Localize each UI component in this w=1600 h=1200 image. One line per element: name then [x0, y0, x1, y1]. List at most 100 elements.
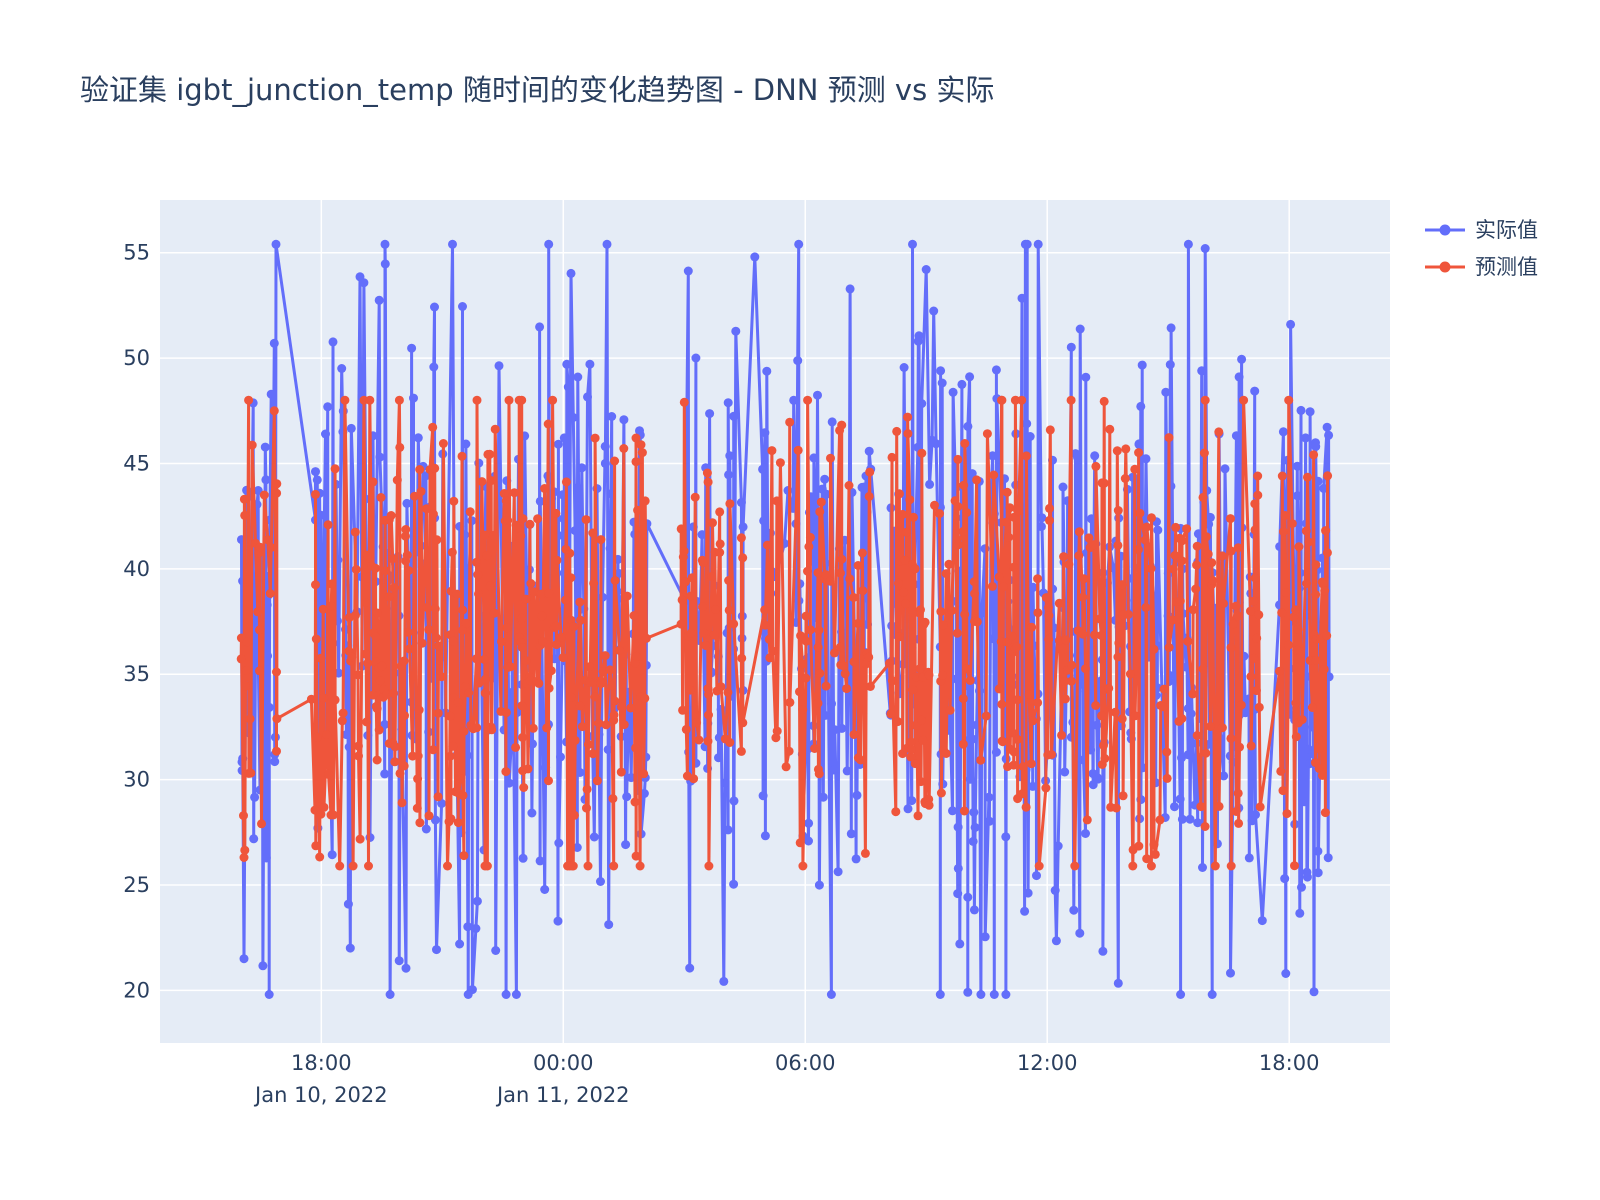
- data-point: [952, 674, 961, 684]
- data-point: [576, 615, 585, 625]
- data-point: [544, 776, 553, 786]
- data-point: [729, 411, 739, 421]
- data-point: [562, 359, 572, 369]
- data-point: [724, 470, 734, 480]
- data-point: [639, 789, 649, 798]
- data-point: [918, 735, 928, 745]
- legend-item[interactable]: 实际值: [1425, 218, 1538, 242]
- data-point: [1188, 689, 1198, 699]
- data-point: [607, 412, 617, 421]
- data-point: [605, 665, 615, 675]
- data-point: [723, 825, 733, 835]
- data-point: [609, 861, 619, 871]
- data-point: [935, 509, 944, 519]
- data-point: [1210, 861, 1220, 871]
- data-point: [602, 239, 612, 249]
- data-point: [905, 495, 915, 505]
- data-point: [681, 724, 691, 734]
- data-point: [969, 905, 979, 915]
- data-point: [830, 725, 840, 735]
- data-point: [1075, 324, 1085, 334]
- data-point: [704, 861, 714, 871]
- data-point: [1012, 642, 1022, 652]
- data-point: [324, 769, 333, 779]
- data-point: [1249, 653, 1259, 663]
- data-point: [585, 677, 595, 687]
- data-point: [380, 239, 390, 249]
- data-point: [988, 451, 998, 461]
- data-point: [535, 322, 545, 332]
- data-point: [844, 481, 854, 490]
- data-point: [1010, 395, 1020, 405]
- data-point: [892, 426, 902, 436]
- data-point: [263, 651, 273, 661]
- data-point: [1177, 814, 1187, 824]
- data-point: [347, 652, 357, 662]
- data-point: [853, 619, 863, 628]
- data-point: [980, 932, 990, 942]
- data-point: [705, 409, 715, 419]
- data-point: [1201, 532, 1211, 542]
- data-point: [255, 542, 265, 552]
- data-point: [856, 755, 866, 765]
- data-point: [1311, 590, 1321, 600]
- data-point: [535, 496, 545, 506]
- x-tick-sublabel: Jan 11, 2022: [495, 1083, 630, 1107]
- data-point: [821, 681, 831, 691]
- data-point: [434, 641, 443, 651]
- data-point: [1081, 664, 1090, 674]
- data-point: [637, 448, 647, 458]
- data-point: [258, 961, 268, 971]
- data-point: [1073, 452, 1082, 462]
- data-point: [1193, 818, 1203, 828]
- data-point: [772, 726, 782, 736]
- data-point: [629, 611, 639, 621]
- data-point: [857, 548, 867, 558]
- data-point: [487, 725, 497, 735]
- data-point: [583, 739, 593, 749]
- data-point: [929, 306, 939, 316]
- data-point: [1321, 526, 1331, 536]
- data-point: [991, 365, 1001, 375]
- data-point: [1002, 487, 1012, 497]
- data-point: [1314, 764, 1324, 773]
- data-point: [266, 389, 276, 399]
- data-point: [400, 711, 409, 721]
- data-point: [517, 643, 527, 652]
- data-point: [1159, 684, 1169, 694]
- data-point: [540, 484, 550, 493]
- data-point: [958, 694, 968, 704]
- data-point: [772, 496, 782, 506]
- data-point: [1231, 431, 1241, 441]
- data-point: [909, 512, 918, 522]
- data-point: [1170, 802, 1179, 812]
- data-point: [953, 889, 963, 899]
- data-point: [1091, 461, 1101, 471]
- data-point: [678, 705, 688, 715]
- data-point: [448, 239, 457, 249]
- data-point: [239, 954, 249, 964]
- data-point: [1301, 526, 1311, 536]
- data-point: [1155, 815, 1165, 825]
- data-point: [631, 433, 641, 443]
- data-point: [887, 452, 897, 462]
- data-point: [965, 774, 975, 784]
- legend-item[interactable]: 预测值: [1425, 255, 1538, 279]
- data-point: [465, 507, 475, 517]
- data-point: [1041, 593, 1051, 603]
- data-point: [795, 838, 805, 848]
- data-point: [1231, 807, 1241, 816]
- data-point: [640, 693, 650, 703]
- data-point: [967, 469, 977, 479]
- data-point: [676, 619, 686, 629]
- data-point: [931, 439, 941, 449]
- data-point: [1206, 722, 1215, 731]
- data-point: [703, 477, 713, 487]
- data-point: [1217, 723, 1227, 733]
- data-point: [813, 568, 823, 578]
- data-point: [501, 767, 511, 777]
- data-point: [1292, 491, 1302, 501]
- data-point: [609, 710, 619, 720]
- data-point: [1149, 644, 1159, 654]
